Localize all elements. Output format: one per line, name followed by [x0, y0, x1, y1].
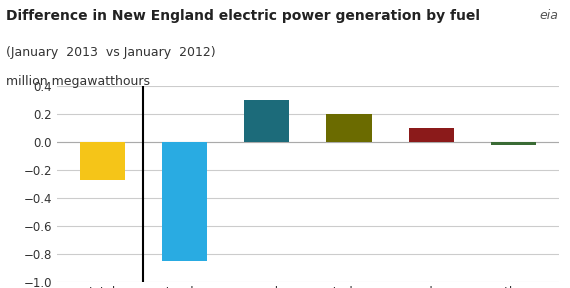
- Bar: [409, 128, 454, 142]
- Text: eia: eia: [540, 9, 559, 22]
- Bar: [162, 142, 207, 261]
- Text: (January  2013  vs January  2012): (January 2013 vs January 2012): [6, 46, 215, 59]
- Text: million megawatthours: million megawatthours: [6, 75, 150, 88]
- Text: Difference in New England electric power generation by fuel: Difference in New England electric power…: [6, 9, 480, 23]
- Bar: [326, 114, 372, 142]
- Bar: [491, 142, 536, 145]
- Bar: [80, 142, 125, 180]
- Bar: [244, 101, 290, 142]
